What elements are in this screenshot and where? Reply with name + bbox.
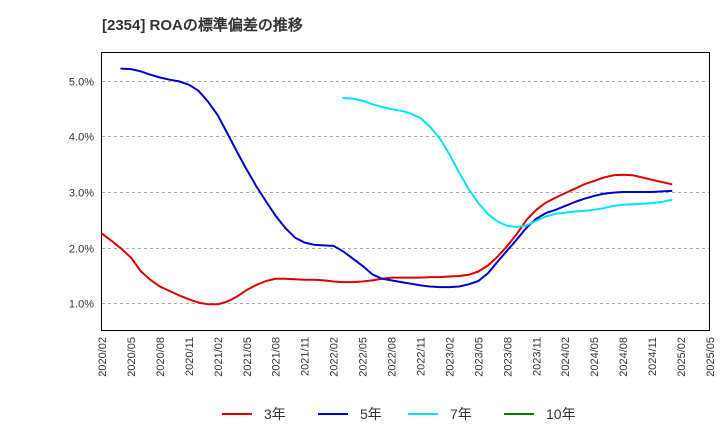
x-tick-label: 2023/05: [473, 337, 485, 377]
x-tick-label: 2025/05: [705, 337, 717, 377]
x-tick-label: 2022/02: [329, 337, 341, 377]
x-tick-label: 2022/11: [416, 337, 428, 376]
legend-label: 10年: [546, 406, 576, 422]
x-tick-label: 2024/05: [589, 337, 601, 377]
plot-area: [101, 52, 710, 331]
x-tick-label: 2023/08: [502, 337, 514, 377]
x-tick-label: 2022/08: [387, 337, 399, 377]
legend-label: 3年: [264, 406, 286, 422]
x-tick-label: 2020/05: [126, 337, 138, 377]
series-lines: [101, 67, 673, 306]
chart-title: [2354] ROAの標準偏差の推移: [102, 17, 303, 34]
legend-label: 5年: [360, 406, 382, 422]
x-tick-label: 2023/11: [531, 337, 543, 376]
legend: 3年 5年 7年 10年: [222, 406, 576, 422]
x-tick-label: 2020/02: [97, 337, 109, 377]
x-axis: 2020/02 2020/05 2020/08 2020/11 2021/02 2021/…: [97, 337, 717, 377]
series-line-1: [101, 173, 673, 306]
y-tick-label: 3.0%: [69, 188, 94, 200]
x-tick-label: 2021/02: [213, 337, 225, 377]
x-tick-label: 2023/02: [444, 337, 456, 377]
x-tick-label: 2025/02: [676, 337, 688, 377]
series-line-2: [120, 67, 673, 289]
y-tick-label: 1.0%: [69, 299, 94, 311]
x-tick-label: 2021/11: [300, 337, 312, 376]
x-tick-label: 2020/08: [155, 337, 167, 377]
x-tick-label: 2022/05: [358, 337, 370, 377]
y-tick-label: 2.0%: [69, 244, 94, 256]
legend-label: 7年: [450, 406, 472, 422]
x-tick-label: 2024/08: [618, 337, 630, 377]
x-tick-label: 2024/02: [560, 337, 572, 377]
y-tick-label: 4.0%: [69, 132, 94, 144]
x-tick-label: 2024/11: [647, 337, 659, 376]
x-tick-label: 2021/05: [242, 337, 254, 377]
series-line-3: [342, 97, 673, 228]
x-tick-label: 2021/08: [271, 337, 283, 377]
x-tick-label: 2020/11: [184, 337, 196, 376]
y-tick-label: 5.0%: [69, 77, 94, 89]
y-axis: 1.0% 2.0% 3.0% 4.0% 5.0%: [69, 77, 94, 311]
